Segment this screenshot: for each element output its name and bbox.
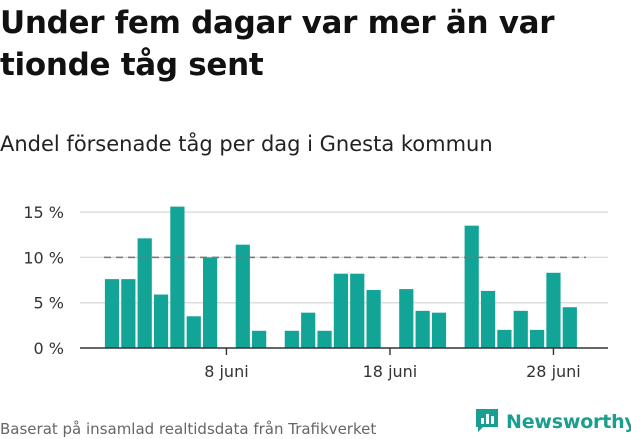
bar [284, 330, 299, 348]
newsworthy-logo[interactable]: Newsworthy [474, 407, 631, 437]
bar [366, 290, 381, 348]
y-tick-label: 5 % [34, 294, 64, 313]
source-note: Baserat på insamlad realtidsdata från Tr… [0, 420, 377, 438]
bar [415, 310, 430, 348]
bar [513, 310, 528, 348]
bar [153, 294, 169, 348]
bar [530, 329, 545, 348]
x-tick-label: 8 juni [204, 362, 248, 381]
bar [464, 225, 479, 348]
bar [252, 330, 267, 348]
bar [121, 279, 136, 348]
bar [235, 244, 250, 348]
bar [317, 330, 332, 348]
y-tick-label: 0 % [34, 339, 64, 358]
bar [350, 273, 365, 348]
chart-title: Under fem dagar var mer än var tionde tå… [0, 5, 555, 83]
bar [480, 290, 496, 348]
bar-chart-logo-icon [474, 407, 500, 437]
logo-text: Newsworthy [506, 411, 631, 433]
bar [431, 312, 447, 348]
bar [399, 289, 414, 348]
bar-chart: 0 % 5 % 10 % 15 % 8 juni 18 juni 28 juni [23, 203, 608, 381]
bar [301, 312, 316, 348]
bar [546, 272, 561, 348]
bar [186, 316, 201, 348]
bar [170, 206, 185, 348]
bar [497, 329, 512, 348]
bar [137, 238, 152, 348]
bar [333, 273, 348, 348]
bar [203, 257, 218, 348]
chart-subtitle: Andel försenade tåg per dag i Gnesta kom… [0, 132, 493, 156]
bar [104, 279, 120, 348]
x-tick-label: 28 juni [526, 362, 581, 381]
x-tick-label: 18 juni [363, 362, 418, 381]
y-tick-label: 10 % [23, 248, 64, 267]
bar [562, 307, 577, 348]
y-tick-label: 15 % [23, 203, 64, 222]
